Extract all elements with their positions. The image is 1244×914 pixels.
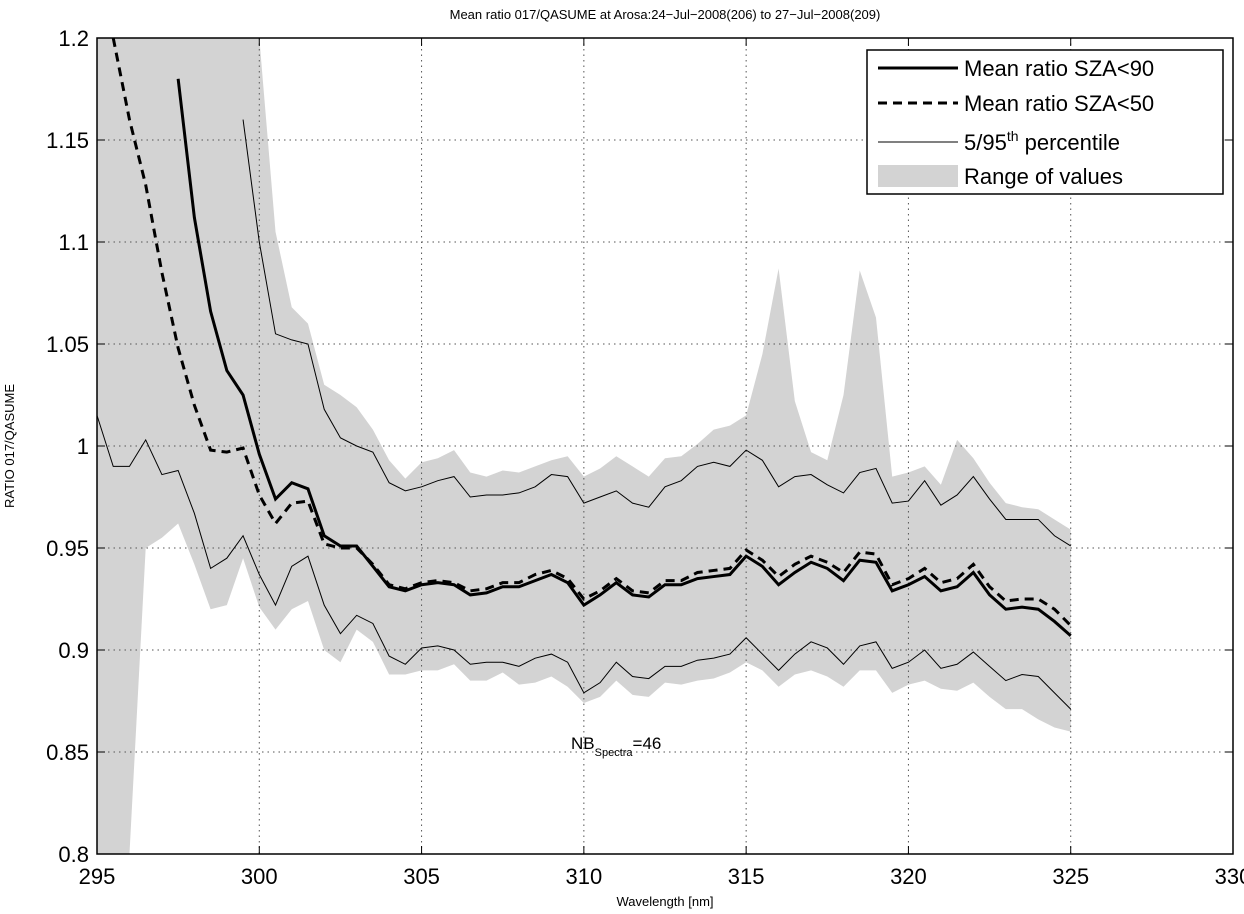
x-tick-label-295: 295 xyxy=(79,864,116,889)
legend-percentile-sup: th xyxy=(1007,128,1019,144)
y-tick-labels: 0.8 0.85 0.9 0.95 1 1.05 1.1 1.15 1.2 xyxy=(46,26,89,867)
annotation-rest: =46 xyxy=(633,734,662,753)
y-axis-label: RATIO 017/QASUME xyxy=(2,384,17,508)
y-tick-label-1.1: 1.1 xyxy=(58,230,89,255)
y-tick-label-1.05: 1.05 xyxy=(46,332,89,357)
legend-label-percentile: 5/95th percentile xyxy=(964,128,1120,155)
y-tick-label-1.15: 1.15 xyxy=(46,128,89,153)
legend-swatch-range xyxy=(878,165,958,187)
legend: Mean ratio SZA<90 Mean ratio SZA<50 5/95… xyxy=(866,49,1224,195)
y-tick-label-0.9: 0.9 xyxy=(58,638,89,663)
y-tick-label-0.8: 0.8 xyxy=(58,842,89,867)
mean-ratio-sza90-line xyxy=(176,78,1072,637)
x-tick-label-315: 315 xyxy=(728,864,765,889)
percentile-95-line xyxy=(242,119,1071,547)
y-tick-label-0.85: 0.85 xyxy=(46,740,89,765)
x-tick-label-320: 320 xyxy=(890,864,927,889)
x-tick-label-325: 325 xyxy=(1052,864,1089,889)
percentile-5-line xyxy=(97,415,1072,710)
mean-ratio-sza50-line xyxy=(111,38,1072,627)
y-tick-label-0.95: 0.95 xyxy=(46,536,89,561)
legend-percentile-base: 5/95 xyxy=(964,130,1007,155)
x-tick-labels: 295 300 305 310 315 320 325 330 xyxy=(79,864,1244,889)
x-tick-label-305: 305 xyxy=(403,864,440,889)
legend-label-range: Range of values xyxy=(964,164,1123,189)
legend-label-sza90: Mean ratio SZA<90 xyxy=(964,56,1154,81)
axis-ticks xyxy=(96,37,1234,855)
legend-percentile-rest: percentile xyxy=(1019,130,1121,155)
legend-label-sza50: Mean ratio SZA<50 xyxy=(964,91,1154,116)
y-tick-label-1.2: 1.2 xyxy=(58,26,89,51)
chart-title: Mean ratio 017/QASUME at Arosa:24−Jul−20… xyxy=(450,7,881,22)
annotation-subscript: Spectra xyxy=(595,747,634,759)
x-tick-label-310: 310 xyxy=(565,864,602,889)
y-tick-label-1: 1 xyxy=(77,434,89,459)
x-tick-label-300: 300 xyxy=(241,864,278,889)
x-tick-label-330: 330 xyxy=(1215,864,1244,889)
spectra-count-annotation: NBSpectra=46 xyxy=(571,734,661,759)
x-axis-label: Wavelength [nm] xyxy=(616,894,713,909)
annotation-base: NB xyxy=(571,734,595,753)
